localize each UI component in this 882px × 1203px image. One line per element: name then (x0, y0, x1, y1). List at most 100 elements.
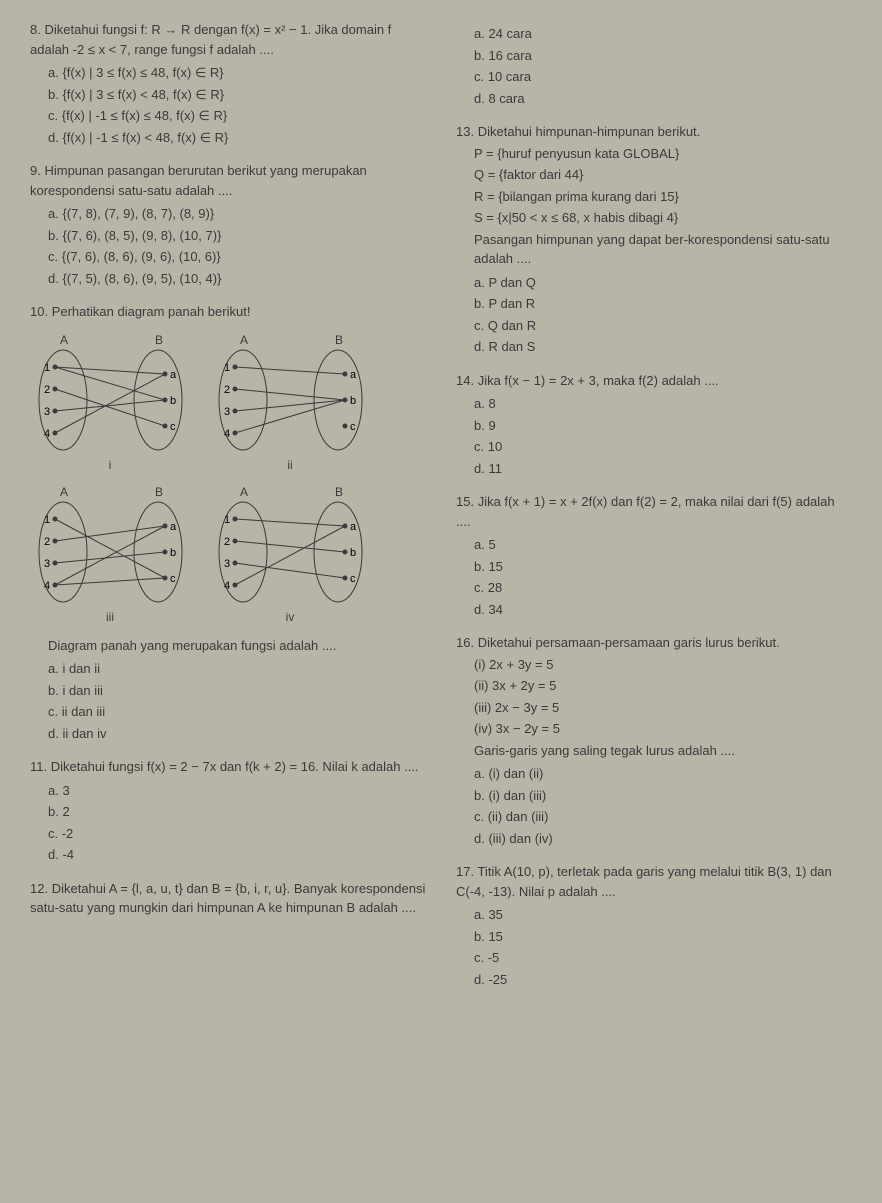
svg-text:a: a (350, 521, 357, 533)
qnum: 12. (30, 881, 48, 896)
svg-text:a: a (170, 521, 177, 533)
opt-c: c. 10 cara (474, 67, 852, 87)
question-14: 14. Jika f(x − 1) = 2x + 3, maka f(2) ad… (456, 371, 852, 479)
qtext: Perhatikan diagram panah berikut! (52, 304, 251, 319)
opt-a: a. {f(x) | 3 ≤ f(x) ≤ 48, f(x) ∈ R} (48, 63, 426, 83)
svg-text:1: 1 (44, 514, 50, 526)
svg-text:2: 2 (224, 384, 230, 396)
line-s: S = {x|50 < x ≤ 68, x habis dibagi 4} (474, 208, 852, 228)
opt-a: a. {(7, 8), (7, 9), (8, 7), (8, 9)} (48, 204, 426, 224)
opt-b: b. P dan R (474, 294, 852, 314)
svg-text:3: 3 (44, 406, 50, 418)
q12-options: a. 24 cara b. 16 cara c. 10 cara d. 8 ca… (474, 24, 852, 108)
opt-b: b. 15 (474, 557, 852, 577)
svg-text:1: 1 (224, 362, 230, 374)
svg-text:B: B (335, 333, 343, 347)
qtext: Diketahui fungsi f(x) = 2 − 7x dan f(k +… (51, 759, 419, 774)
svg-text:3: 3 (224, 558, 230, 570)
line-r: R = {bilangan prima kurang dari 15} (474, 187, 852, 207)
line-iii: (iii) 2x − 3y = 5 (474, 698, 852, 718)
arrow-diagram-icon: A B 1 2 3 4 a b c (210, 332, 370, 452)
question-15: 15. Jika f(x + 1) = x + 2f(x) dan f(2) =… (456, 492, 852, 619)
line-i: (i) 2x + 3y = 5 (474, 655, 852, 675)
diagram-label: ii (287, 456, 292, 474)
arrow-diagram-icon: A B 1 2 3 4 a b c (30, 484, 190, 604)
opt-b: b. 15 (474, 927, 852, 947)
opt-a: a. 5 (474, 535, 852, 555)
diagram-label: iv (286, 608, 295, 626)
svg-text:3: 3 (44, 558, 50, 570)
arrow-diagram-icon: A B 1 2 3 4 a b c (30, 332, 190, 452)
diagram-label: iii (106, 608, 114, 626)
svg-text:c: c (170, 573, 176, 585)
qnum: 13. (456, 124, 474, 139)
svg-text:3: 3 (224, 406, 230, 418)
opt-b: b. 16 cara (474, 46, 852, 66)
diagram-label: i (109, 456, 112, 474)
opt-b: b. i dan iii (48, 681, 426, 701)
opt-c: c. {f(x) | -1 ≤ f(x) ≤ 48, f(x) ∈ R} (48, 106, 426, 126)
qtext: Jika f(x − 1) = 2x + 3, maka f(2) adalah… (478, 373, 719, 388)
qnum: 11. (30, 759, 47, 774)
qtext: Diketahui himpunan-himpunan berikut. (478, 124, 701, 139)
options: a. 35 b. 15 c. -5 d. -25 (474, 905, 852, 989)
opt-d: d. 34 (474, 600, 852, 620)
svg-text:b: b (170, 547, 176, 559)
question-11: 11. Diketahui fungsi f(x) = 2 − 7x dan f… (30, 757, 426, 865)
opt-c: c. ii dan iii (48, 702, 426, 722)
svg-text:B: B (335, 485, 343, 499)
question-9: 9. Himpunan pasangan berurutan berikut y… (30, 161, 426, 288)
line-p: P = {huruf penyusun kata GLOBAL} (474, 144, 852, 164)
svg-text:4: 4 (224, 580, 230, 592)
svg-text:c: c (170, 421, 176, 433)
options: a. {(7, 8), (7, 9), (8, 7), (8, 9)} b. {… (48, 204, 426, 288)
options: a. (i) dan (ii) b. (i) dan (iii) c. (ii)… (474, 764, 852, 848)
svg-text:4: 4 (224, 428, 230, 440)
svg-text:4: 4 (44, 428, 50, 440)
svg-text:b: b (350, 547, 356, 559)
opt-a: a. 3 (48, 781, 426, 801)
q16-prompt: Garis-garis yang saling tegak lurus adal… (474, 741, 852, 761)
q10-prompt: Diagram panah yang merupakan fungsi adal… (48, 636, 426, 656)
options: a. 3 b. 2 c. -2 d. -4 (48, 781, 426, 865)
opt-d: d. {f(x) | -1 ≤ f(x) < 48, f(x) ∈ R} (48, 128, 426, 148)
svg-text:B: B (155, 485, 163, 499)
svg-text:c: c (350, 573, 356, 585)
svg-text:A: A (240, 333, 248, 347)
svg-text:c: c (350, 421, 356, 433)
opt-d: d. -4 (48, 845, 426, 865)
opt-d: d. -25 (474, 970, 852, 990)
opt-b: b. 2 (48, 802, 426, 822)
opt-c: c. (ii) dan (iii) (474, 807, 852, 827)
qnum: 8. (30, 22, 41, 37)
opt-d: d. {(7, 5), (8, 6), (9, 5), (10, 4)} (48, 269, 426, 289)
options: a. i dan ii b. i dan iii c. ii dan iii d… (48, 659, 426, 743)
diagram-row-1: A B 1 2 3 4 a b c (30, 332, 426, 474)
opt-c: c. Q dan R (474, 316, 852, 336)
qnum: 14. (456, 373, 474, 388)
svg-text:A: A (240, 485, 248, 499)
svg-text:A: A (60, 333, 68, 347)
question-10: 10. Perhatikan diagram panah berikut! A … (30, 302, 426, 743)
svg-text:2: 2 (44, 536, 50, 548)
question-12: 12. Diketahui A = {l, a, u, t} dan B = {… (30, 879, 426, 918)
opt-b: b. {(7, 6), (8, 5), (9, 8), (10, 7)} (48, 226, 426, 246)
diagram-ii: A B 1 2 3 4 a b c (210, 332, 370, 474)
opt-a: a. P dan Q (474, 273, 852, 293)
question-17: 17. Titik A(10, p), terletak pada garis … (456, 862, 852, 989)
options: a. P dan Q b. P dan R c. Q dan R d. R da… (474, 273, 852, 357)
question-8: 8. Diketahui fungsi f: R → R dengan f(x)… (30, 20, 426, 147)
line-ii: (ii) 3x + 2y = 5 (474, 676, 852, 696)
qtext: Diketahui A = {l, a, u, t} dan B = {b, i… (30, 881, 425, 916)
options: a. 8 b. 9 c. 10 d. 11 (474, 394, 852, 478)
opt-d: d. 11 (474, 459, 852, 479)
opt-c: c. {(7, 6), (8, 6), (9, 6), (10, 6)} (48, 247, 426, 267)
diagram-i: A B 1 2 3 4 a b c (30, 332, 190, 474)
qtext: Titik A(10, p), terletak pada garis yang… (456, 864, 832, 899)
qtext: Himpunan pasangan berurutan berikut yang… (30, 163, 367, 198)
opt-a: a. 35 (474, 905, 852, 925)
opt-c: c. -2 (48, 824, 426, 844)
svg-text:a: a (350, 369, 357, 381)
opt-b: b. (i) dan (iii) (474, 786, 852, 806)
opt-d: d. 8 cara (474, 89, 852, 109)
